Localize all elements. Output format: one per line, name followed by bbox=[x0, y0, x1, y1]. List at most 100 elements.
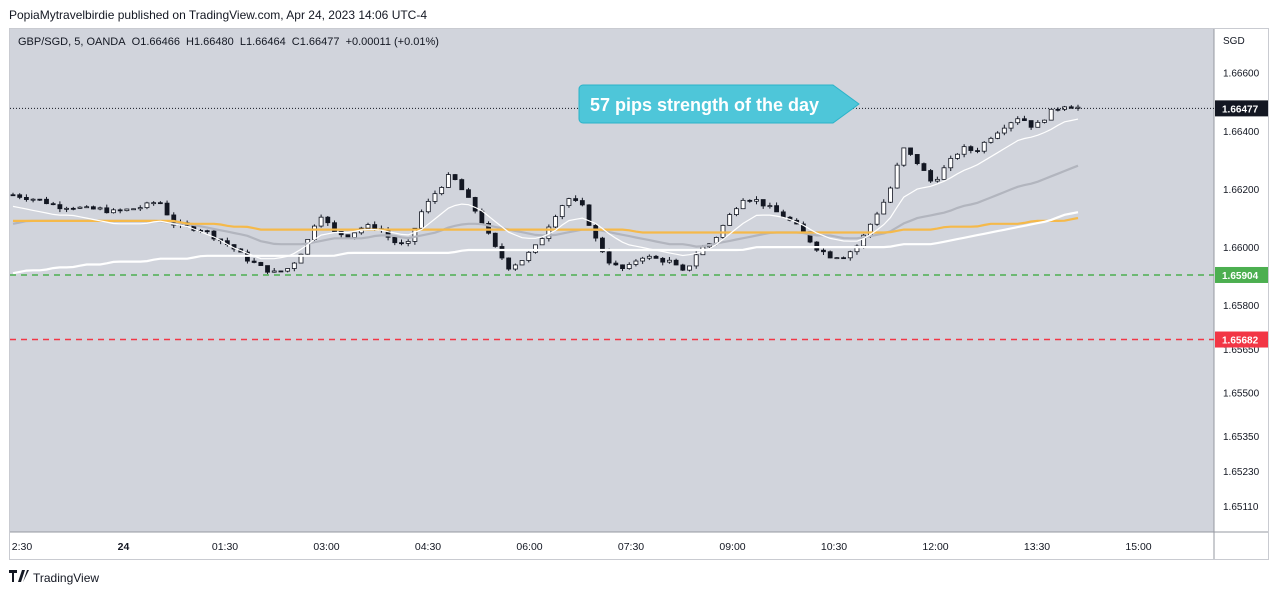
candle-body bbox=[271, 270, 277, 273]
candle-body bbox=[620, 264, 625, 269]
candle-body bbox=[312, 225, 317, 240]
level-price-tag bbox=[1215, 266, 1268, 283]
level-price-label: 1.65682 bbox=[1222, 336, 1259, 347]
candle-body bbox=[955, 153, 960, 159]
candle-body bbox=[626, 264, 632, 269]
candle-body bbox=[44, 198, 49, 205]
candle-body bbox=[57, 204, 63, 210]
ohlc-legend: GBP/SGD, 5, OANDA O1.66466 H1.66480 L1.6… bbox=[18, 36, 442, 48]
candle-body bbox=[921, 163, 927, 171]
annotation-callout: 57 pips strength of the day bbox=[578, 84, 860, 124]
candle-body bbox=[934, 178, 940, 182]
candle-body bbox=[10, 194, 16, 197]
y-tick-label: 1.66000 bbox=[1223, 243, 1260, 254]
candle-body bbox=[914, 154, 920, 165]
annotation-text: 57 pips strength of the day bbox=[590, 95, 819, 115]
candle-body bbox=[774, 205, 779, 213]
candle-body bbox=[1055, 108, 1061, 111]
time-axis: 2:30 24 01:30 03:00 04:30 06:00 07:30 09:00 10:3… bbox=[12, 541, 1152, 553]
candle-body bbox=[412, 227, 418, 242]
x-tick-label: 09:00 bbox=[719, 541, 745, 553]
candle-body bbox=[405, 241, 411, 244]
change-value: +0.00011 (+0.01%) bbox=[345, 36, 439, 48]
candle-body bbox=[908, 147, 913, 155]
candle-body bbox=[30, 198, 36, 201]
candle-body bbox=[37, 198, 43, 201]
candle-body bbox=[298, 253, 304, 264]
candlestick-chart[interactable]: 57 pips strength of the day SGD 1.66600 1.… bbox=[10, 29, 1268, 559]
x-tick-label: 13:30 bbox=[1024, 541, 1050, 553]
open-value: O1.66466 bbox=[131, 36, 180, 48]
y-tick-label: 1.65500 bbox=[1223, 388, 1260, 399]
x-tick-label: 15:00 bbox=[1125, 541, 1151, 553]
currency-label: SGD bbox=[1223, 36, 1245, 47]
candle-body bbox=[888, 187, 893, 203]
candle-body bbox=[573, 198, 579, 201]
candle-body bbox=[492, 232, 498, 247]
candle-body bbox=[258, 262, 264, 266]
candle-body bbox=[566, 198, 572, 207]
tradingview-logo-icon bbox=[9, 570, 29, 585]
candle-body bbox=[372, 224, 378, 230]
candle-body bbox=[117, 209, 123, 212]
y-tick-label: 1.65650 bbox=[1223, 345, 1260, 356]
candle-body bbox=[124, 208, 130, 212]
candle-body bbox=[613, 262, 619, 266]
candle-body bbox=[727, 214, 733, 226]
x-tick-label: 10:30 bbox=[821, 541, 847, 553]
footer-logo[interactable]: TradingView bbox=[9, 570, 99, 585]
x-tick-label: 03:00 bbox=[313, 541, 339, 553]
candle-body bbox=[1001, 127, 1007, 134]
annotation-bubble bbox=[578, 84, 860, 124]
candle-body bbox=[305, 238, 311, 255]
candle-body bbox=[821, 249, 826, 253]
candle-body bbox=[64, 207, 69, 210]
candle-body bbox=[50, 203, 56, 206]
candle-body bbox=[660, 257, 666, 263]
candle-body bbox=[968, 146, 974, 151]
candle-body bbox=[452, 174, 458, 180]
candle-body bbox=[318, 216, 324, 227]
candle-body bbox=[1042, 119, 1047, 123]
candle-body bbox=[77, 206, 83, 209]
x-tick-label: 01:30 bbox=[212, 541, 238, 553]
candle-body bbox=[633, 260, 639, 265]
candle-body bbox=[881, 201, 887, 215]
candle-body bbox=[325, 216, 331, 224]
candle-body bbox=[23, 197, 29, 201]
candle-body bbox=[680, 264, 686, 271]
chart-frame: 57 pips strength of the day SGD 1.66600 1.… bbox=[9, 28, 1269, 560]
symbol-label[interactable]: GBP/SGD, 5, OANDA bbox=[18, 36, 126, 48]
ema-orange-line bbox=[13, 216, 1079, 234]
x-tick-label: 12:00 bbox=[922, 541, 948, 553]
candle-body bbox=[157, 202, 163, 205]
candle-body bbox=[265, 265, 270, 273]
candle-body bbox=[740, 199, 746, 210]
level-price-tag bbox=[1215, 331, 1268, 348]
candle-body bbox=[653, 255, 659, 259]
candle-body bbox=[834, 257, 840, 260]
candle-body bbox=[961, 146, 967, 155]
candle-body bbox=[164, 202, 170, 216]
candle-body bbox=[1015, 118, 1021, 124]
candle-body bbox=[432, 193, 438, 202]
x-tick-label: 06:00 bbox=[516, 541, 542, 553]
candle-body bbox=[646, 255, 652, 259]
close-value: C1.66477 bbox=[291, 36, 340, 48]
current-price-label: 1.66477 bbox=[1222, 104, 1259, 115]
candle-body bbox=[600, 237, 605, 253]
candle-body bbox=[780, 211, 786, 218]
candle-body bbox=[486, 223, 491, 234]
candle-body bbox=[419, 211, 424, 229]
x-tick-label: 24 bbox=[118, 541, 130, 553]
candle-body bbox=[841, 257, 846, 260]
y-tick-label: 1.65110 bbox=[1223, 502, 1259, 513]
y-tick-label: 1.65350 bbox=[1223, 432, 1260, 443]
candle-body bbox=[1008, 122, 1014, 129]
candle-body bbox=[733, 208, 739, 215]
candle-body bbox=[211, 230, 217, 240]
candle-body bbox=[579, 200, 585, 206]
candle-body bbox=[90, 206, 96, 210]
candle-body bbox=[948, 157, 954, 169]
candle-body bbox=[285, 268, 291, 272]
